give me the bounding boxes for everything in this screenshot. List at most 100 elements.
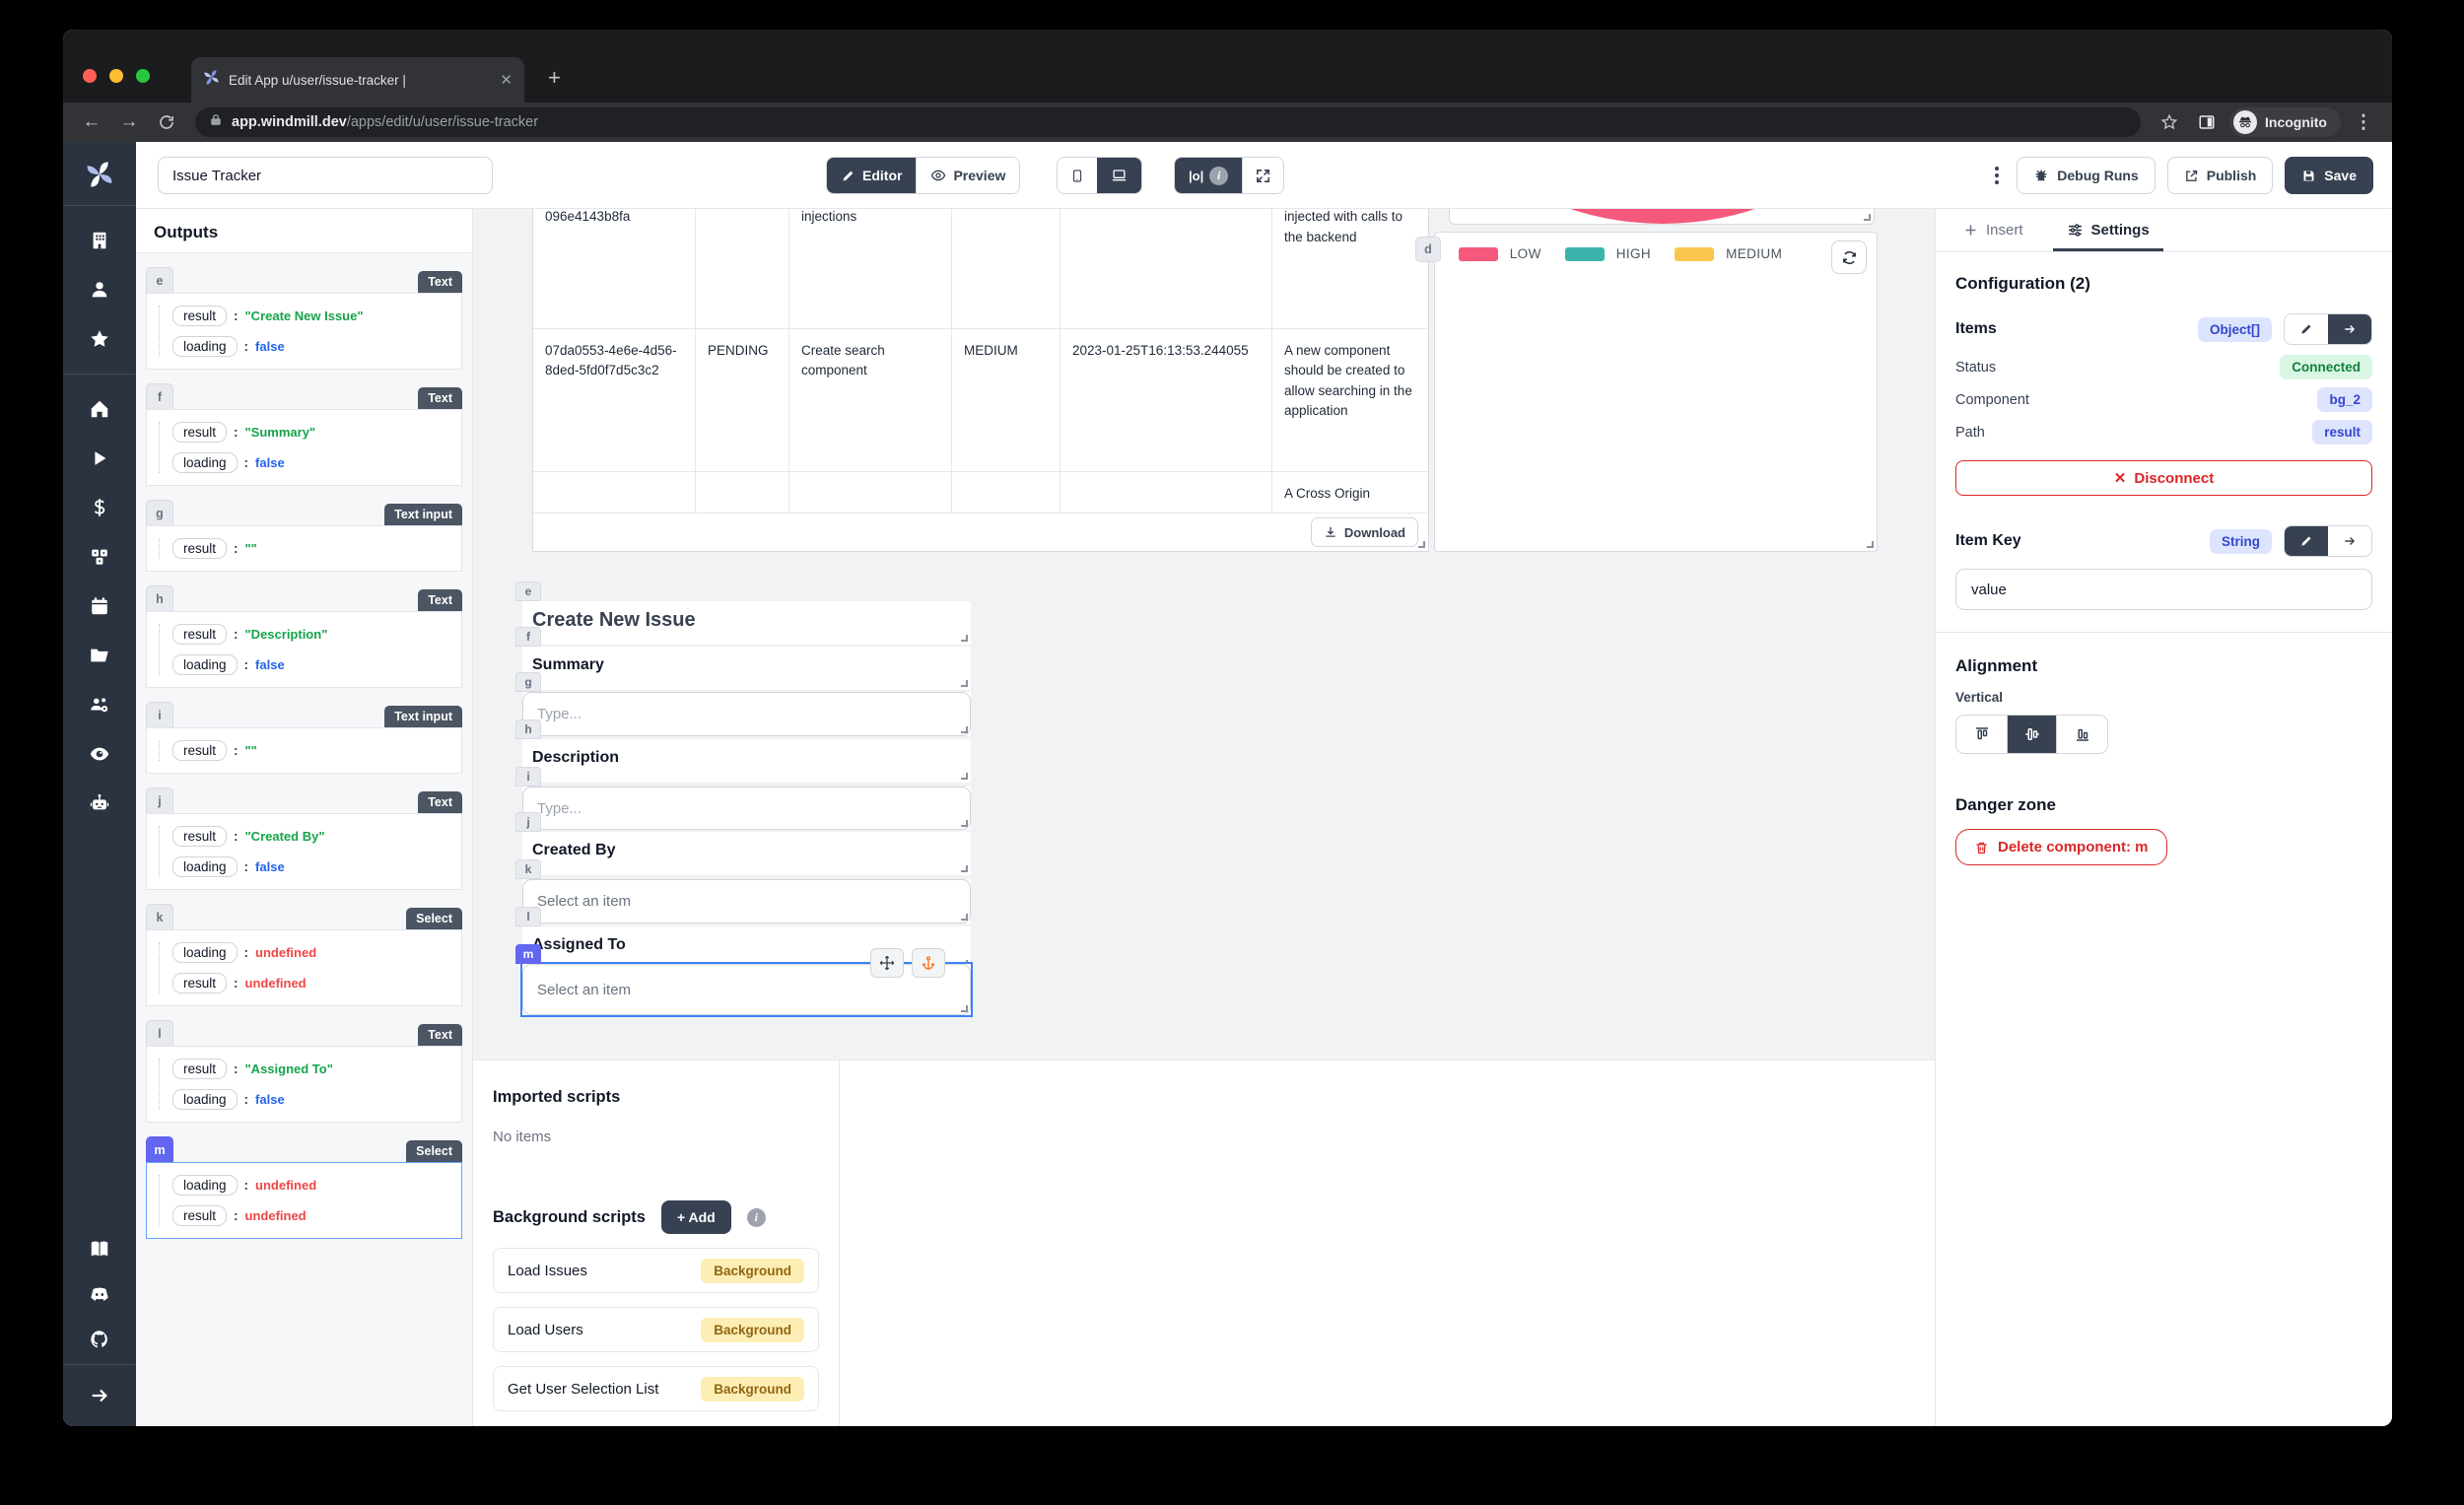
browser-menu-icon[interactable]: ⋮	[2354, 111, 2373, 133]
app-name-input[interactable]	[158, 157, 493, 194]
resize-handle-icon[interactable]	[961, 680, 968, 687]
side-panel-icon[interactable]	[2192, 111, 2222, 133]
windmill-logo[interactable]	[63, 142, 136, 206]
resize-handle-icon[interactable]	[961, 865, 968, 872]
output-key-pill[interactable]: result	[172, 538, 228, 559]
output-values-box[interactable]: result: "Description" loading: false	[146, 611, 462, 688]
arrow-right-icon[interactable]	[2328, 526, 2371, 556]
reload-icon[interactable]	[152, 111, 181, 133]
background-script-row[interactable]: Get User Selection List Background	[493, 1366, 819, 1411]
folders-icon[interactable]	[89, 645, 110, 666]
resize-handle-icon[interactable]	[961, 726, 968, 733]
mobile-view-button[interactable]	[1058, 158, 1097, 193]
billing-dollar-icon[interactable]	[89, 497, 110, 518]
select-input[interactable]: Select an item	[522, 879, 971, 924]
resources-dice-icon[interactable]	[89, 546, 110, 568]
schedules-calendar-icon[interactable]	[89, 595, 110, 617]
resize-handle-icon[interactable]	[961, 635, 968, 642]
output-key-pill[interactable]: result	[172, 1205, 228, 1226]
component-letter-badge[interactable]: l	[146, 1020, 173, 1046]
resize-handle-icon[interactable]	[961, 773, 968, 780]
bookmark-star-icon[interactable]	[2155, 111, 2184, 133]
editor-mode-button[interactable]: Editor	[827, 158, 917, 193]
output-values-box[interactable]: result: "Summary" loading: false	[146, 409, 462, 486]
component-letter-badge[interactable]: d	[1415, 237, 1441, 262]
output-key-pill[interactable]: loading	[172, 1089, 238, 1110]
add-background-script-button[interactable]: + Add	[660, 1200, 731, 1234]
component-letter-badge[interactable]: m	[515, 944, 541, 964]
close-window-button[interactable]	[83, 69, 97, 83]
component-letter-badge[interactable]: l	[515, 907, 541, 926]
text-input[interactable]	[522, 787, 971, 830]
pencil-icon[interactable]	[2285, 314, 2328, 344]
form-component-select[interactable]: m Select an item	[515, 944, 973, 1017]
output-key-pill[interactable]: result	[172, 740, 228, 761]
maximize-window-button[interactable]	[136, 69, 150, 83]
table-row[interactable]: e387-4d2d-8494-096e4143b8faPENDINGCheck …	[533, 209, 1428, 329]
audit-eye-icon[interactable]	[89, 743, 110, 765]
runs-play-icon[interactable]	[89, 447, 110, 469]
component-letter-badge[interactable]: j	[146, 787, 173, 813]
resize-handle-icon[interactable]	[1864, 214, 1871, 221]
text-input[interactable]	[522, 692, 971, 736]
resize-handle-icon[interactable]	[961, 1005, 968, 1012]
user-icon[interactable]	[89, 279, 110, 301]
component-letter-badge[interactable]: g	[146, 500, 173, 525]
app-canvas[interactable]: e387-4d2d-8494-096e4143b8faPENDINGCheck …	[473, 209, 1935, 1060]
url-bar[interactable]: app.windmill.dev/apps/edit/u/user/issue-…	[195, 107, 2141, 137]
output-key-pill[interactable]: loading	[172, 942, 238, 963]
favorites-star-icon[interactable]	[89, 328, 110, 350]
component-letter-badge[interactable]: h	[515, 719, 541, 739]
disconnect-button[interactable]: ✕ Disconnect	[1955, 460, 2372, 496]
output-values-box[interactable]: loading: undefined result: undefined	[146, 1162, 462, 1239]
component-letter-badge[interactable]: k	[146, 904, 173, 929]
preview-mode-button[interactable]: Preview	[916, 158, 1020, 193]
browser-tab[interactable]: Edit App u/user/issue-tracker | ✕	[191, 57, 524, 103]
home-icon[interactable]	[89, 398, 110, 420]
resize-handle-icon[interactable]	[961, 820, 968, 827]
output-key-pill[interactable]: result	[172, 422, 228, 443]
component-letter-badge[interactable]: f	[515, 627, 541, 647]
align-center-icon[interactable]	[2007, 716, 2057, 753]
output-key-pill[interactable]: loading	[172, 336, 238, 357]
form-component-input[interactable]: i	[515, 767, 971, 830]
table-row[interactable]: A Cross Origin	[533, 472, 1428, 513]
output-values-box[interactable]: result: "Created By" loading: false	[146, 813, 462, 890]
groups-users-icon[interactable]	[89, 694, 110, 716]
component-letter-badge[interactable]: h	[146, 585, 173, 611]
minimize-window-button[interactable]	[109, 69, 123, 83]
tab-close-icon[interactable]: ✕	[500, 72, 513, 89]
output-values-box[interactable]: loading: undefined result: undefined	[146, 929, 462, 1006]
table-row[interactable]: 07da0553-4e6e-4d56-8ded-5fd0f7d5c3c2 PEND…	[533, 329, 1428, 472]
component-letter-badge[interactable]: i	[146, 702, 173, 727]
app-menu-kebab-icon[interactable]	[1989, 167, 2005, 184]
download-button[interactable]: Download	[1310, 517, 1418, 547]
table-component[interactable]: e387-4d2d-8494-096e4143b8faPENDINGCheck …	[532, 209, 1429, 552]
workspace-icon[interactable]	[89, 230, 110, 251]
output-values-box[interactable]: result: ""	[146, 727, 462, 774]
output-values-box[interactable]: result: ""	[146, 525, 462, 572]
move-handle-icon[interactable]	[870, 948, 904, 978]
pie-chart-component[interactable]: d LOW HIGH MEDIUM	[1415, 232, 1878, 552]
debug-runs-button[interactable]: Debug Runs	[2017, 157, 2156, 194]
fullscreen-button[interactable]	[1242, 158, 1284, 193]
resize-handle-icon[interactable]	[1418, 541, 1425, 548]
component-letter-badge[interactable]: j	[515, 812, 541, 832]
ai-robot-icon[interactable]	[89, 792, 110, 814]
github-icon[interactable]	[89, 1329, 110, 1350]
output-values-box[interactable]: result: "Create New Issue" loading: false	[146, 293, 462, 370]
anchor-icon[interactable]	[912, 948, 945, 978]
cut-chart-component[interactable]	[1449, 209, 1875, 225]
arrow-right-icon[interactable]	[2328, 314, 2371, 344]
output-key-pill[interactable]: result	[172, 826, 228, 847]
new-tab-button[interactable]: +	[548, 65, 561, 90]
forward-icon[interactable]: →	[119, 111, 139, 132]
tab-settings[interactable]: Settings	[2045, 209, 2171, 251]
component-letter-badge[interactable]: g	[515, 672, 541, 692]
zoom-reset-button[interactable]: |o| i	[1175, 158, 1243, 193]
component-letter-badge[interactable]: i	[515, 767, 541, 787]
background-script-row[interactable]: Load Users Background	[493, 1307, 819, 1352]
tab-insert[interactable]: Insert	[1942, 209, 2045, 251]
resize-handle-icon[interactable]	[961, 914, 968, 921]
collapse-arrow-icon[interactable]	[89, 1385, 110, 1406]
